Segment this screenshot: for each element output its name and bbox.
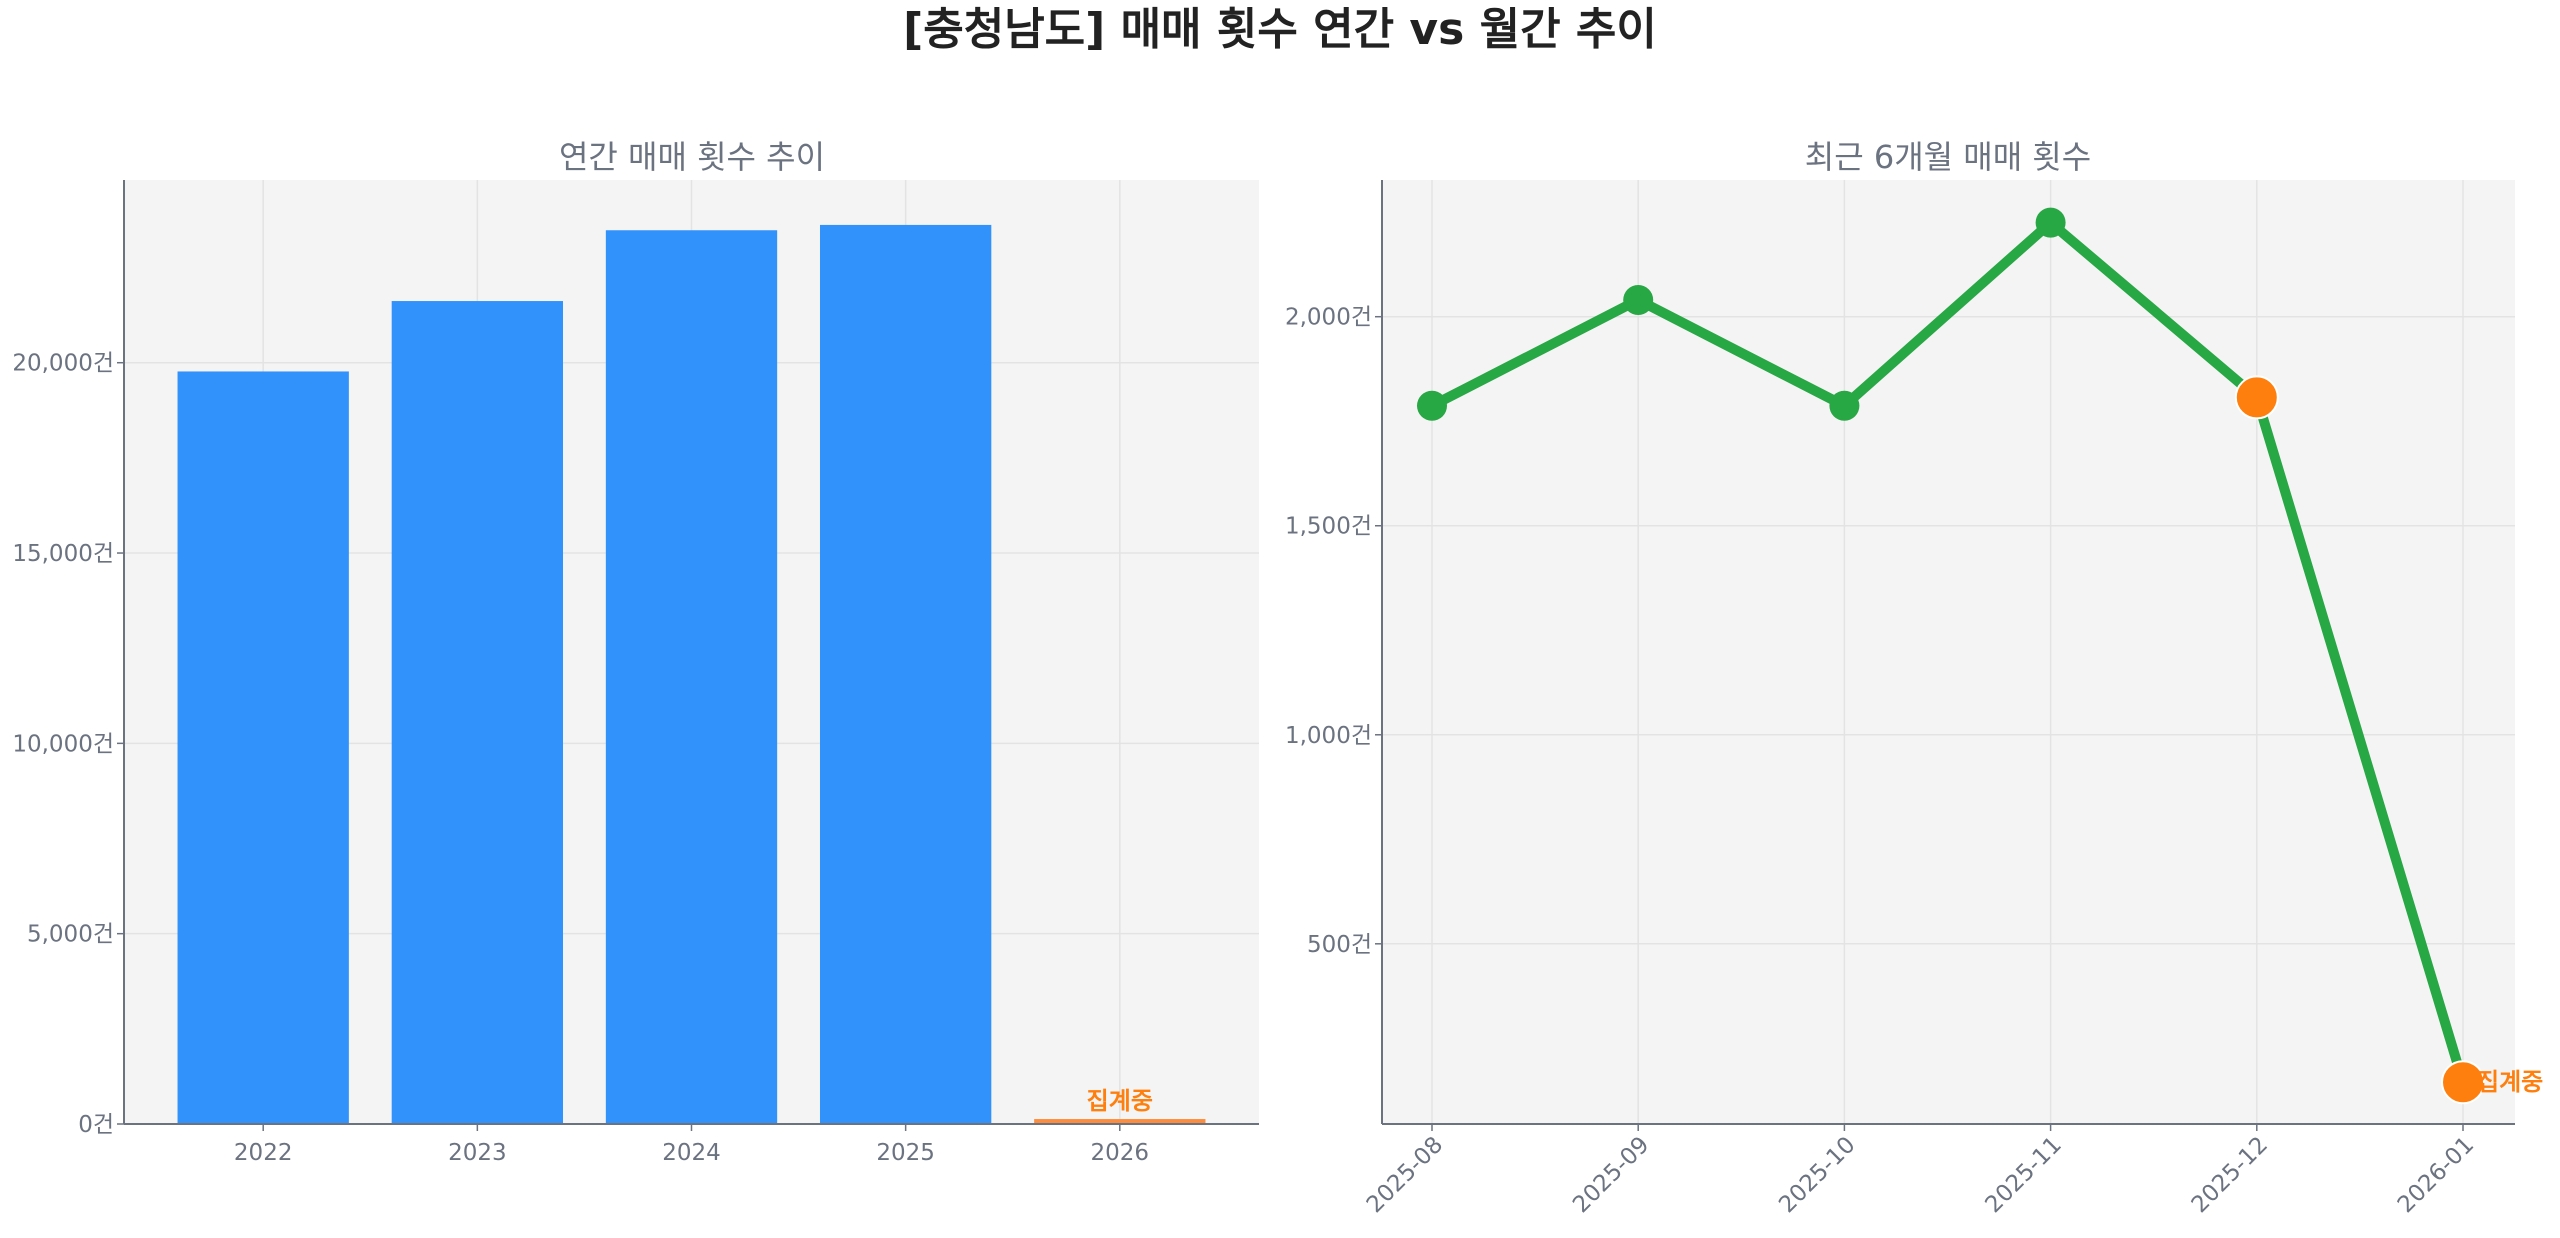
y-tick-label: 500건 [1307,932,1372,958]
point-2025-09 [1623,284,1654,315]
bar-2024 [605,230,778,1124]
bar-2022 [177,371,349,1125]
x-tick-label: 2025-11 [1980,1132,2066,1218]
bar-chart-title: 연간 매매 횟수 추이 [559,138,825,176]
y-tick-label: 20,000건 [12,351,114,377]
y-tick-label: 15,000건 [12,541,114,567]
point-2025-10 [1829,390,1860,421]
x-tick-label: 2024 [662,1140,721,1166]
x-tick-label: 2025-09 [1568,1132,1654,1218]
y-tick-label: 2,000건 [1285,305,1372,331]
point-2025-08 [1417,390,1447,421]
y-tick-label: 0건 [78,1112,114,1138]
point-2025-11 [2035,207,2066,238]
x-tick-label: 2026 [1091,1140,1150,1166]
y-tick-label: 10,000건 [12,731,114,757]
line-chart-title: 최근 6개월 매매 횟수 [1805,138,2091,176]
figure-title: [충청남도] 매매 횟수 연간 vs 월간 추이 [903,4,1657,55]
x-tick-label: 2025-12 [2187,1132,2273,1218]
partial-annotation: 집계중 [2477,1068,2543,1096]
partial-annotation: 집계중 [1087,1087,1153,1115]
bar-2026 [1034,1119,1206,1124]
x-tick-label: 2022 [234,1140,293,1166]
x-tick-label: 2025 [876,1140,935,1166]
y-tick-label: 5,000건 [27,922,114,948]
bar-2025 [819,224,992,1124]
series-line [1429,217,2468,1084]
line-chart: 500건 1,000건 1,500건 2,000건 2025-08 2025-09 2025… [1285,180,2543,1218]
x-tick-label: 2023 [448,1140,507,1166]
x-tick-label: 2025-10 [1774,1132,1860,1218]
bar-2023 [391,301,564,1124]
point-2026-01 [2441,1060,2485,1105]
y-tick-label: 1,500건 [1285,514,1372,540]
x-tick-label: 2025-08 [1362,1132,1448,1218]
y-tick-label: 1,000건 [1285,723,1372,749]
x-tick-label: 2026-01 [2393,1132,2479,1218]
bar-chart: 0건 5,000건 10,000건 15,000건 20,000건 2022 2023 202… [12,180,1259,1166]
point-2025-12 [2234,375,2279,420]
plot-background [1382,180,2515,1124]
